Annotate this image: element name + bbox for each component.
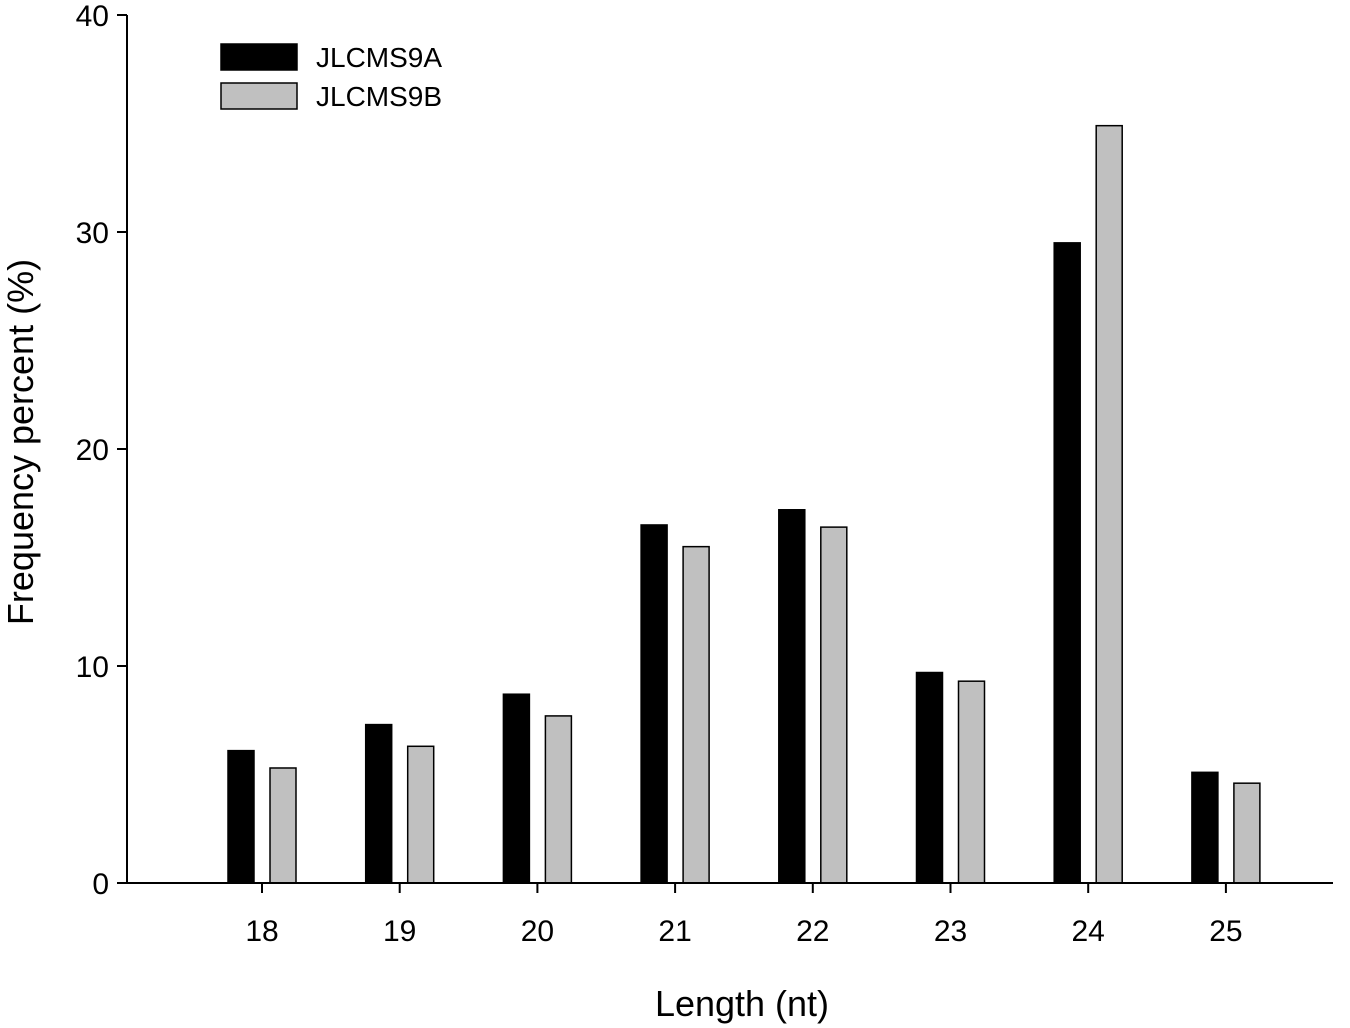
x-tick-label: 19 <box>383 915 416 948</box>
bar-jlcms9b-24 <box>1095 124 1123 884</box>
x-tick-label: 22 <box>796 915 829 948</box>
bar-jlcms9b-25 <box>1233 782 1261 884</box>
x-axis-title: Length (nt) <box>655 983 829 1024</box>
y-tick-label: 10 <box>76 651 109 684</box>
bar-jlcms9b-19 <box>406 745 435 884</box>
x-tick-label: 25 <box>1209 915 1242 948</box>
bar-jlcms9a-18 <box>227 749 255 884</box>
bar-jlcms9b-21 <box>682 545 710 884</box>
bar-jlcms9a-22 <box>778 509 806 884</box>
bar-jlcms9a-25 <box>1191 771 1219 884</box>
bar-jlcms9a-20 <box>502 693 531 884</box>
bar-jlcms9a-21 <box>640 524 668 884</box>
bar-jlcms9a-23 <box>915 671 944 884</box>
bars-layer <box>227 124 1261 884</box>
legend-label-jlcms9a: JLCMS9A <box>316 42 442 73</box>
bar-jlcms9b-23 <box>957 680 986 884</box>
bar-jlcms9a-19 <box>364 723 393 884</box>
x-tick-label: 21 <box>658 915 691 948</box>
legend: JLCMS9A JLCMS9B <box>220 42 442 112</box>
y-tick-label: 0 <box>92 868 109 901</box>
y-ticks-layer: 0 10 20 30 40 <box>76 0 127 901</box>
x-tick-label: 24 <box>1072 915 1105 948</box>
legend-swatch-jlcms9b <box>220 82 298 110</box>
y-tick-label: 20 <box>76 434 109 467</box>
bar-jlcms9b-20 <box>544 715 573 884</box>
x-ticks-layer: 18 19 20 21 22 23 24 25 <box>245 883 1243 948</box>
y-tick-label: 40 <box>76 0 109 33</box>
x-tick-label: 23 <box>934 915 967 948</box>
y-tick-label: 30 <box>76 217 109 250</box>
bar-jlcms9a-24 <box>1053 242 1081 884</box>
legend-swatch-jlcms9a <box>220 43 298 71</box>
x-tick-label: 20 <box>521 915 554 948</box>
legend-label-jlcms9b: JLCMS9B <box>316 81 442 112</box>
y-axis-title: Frequency percent (%) <box>0 259 41 625</box>
bar-jlcms9b-22 <box>820 526 848 884</box>
bar-jlcms9b-18 <box>269 767 297 884</box>
x-tick-label: 18 <box>245 915 278 948</box>
